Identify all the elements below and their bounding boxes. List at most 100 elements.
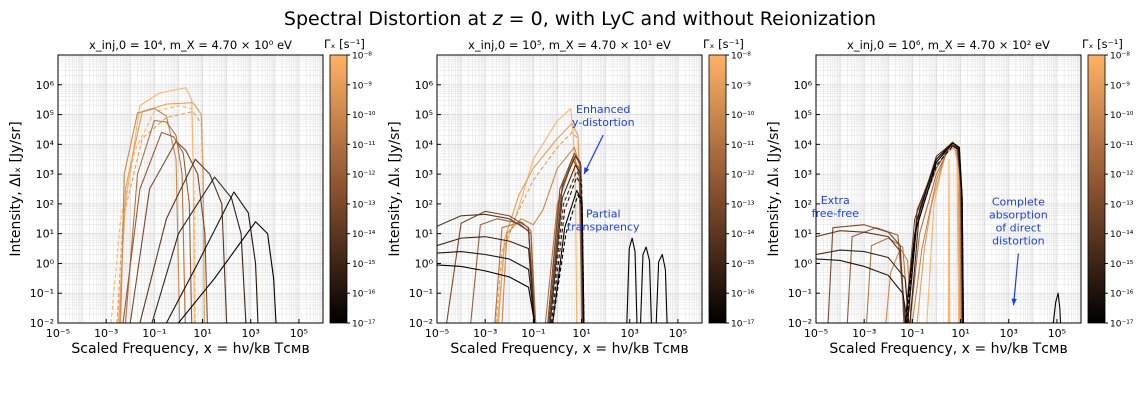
colorbar-tick-label: 10⁻¹¹: [1110, 141, 1134, 151]
series-line-12: [437, 236, 536, 323]
annotation-arrow: [1012, 253, 1019, 306]
arrowhead: [583, 167, 590, 175]
y-tick-label: 10⁴: [415, 138, 434, 151]
colorbar-tick-label: 10⁻¹¹: [731, 141, 755, 151]
series-line-15: [437, 250, 536, 323]
series-line-9: [151, 176, 247, 323]
series-group: [110, 87, 277, 323]
series-line-8: [139, 158, 228, 323]
y-axis-label: Intensity, ΔIₓ [Jy/sr]: [8, 121, 24, 256]
y-tick-label: 10⁰: [794, 257, 813, 270]
colorbar-tick-label: 10⁻¹⁷: [731, 320, 755, 330]
plot-frame: [436, 54, 703, 324]
x-tick-label: 10⁻¹: [142, 327, 166, 340]
x-tick-label: 10⁻¹: [521, 327, 545, 340]
x-tick-label: 10⁻⁵: [425, 327, 449, 340]
colorbar-tick-label: 10⁻¹³: [731, 200, 755, 210]
colorbar: 10⁻⁸ 10⁻⁹ 10⁻¹⁰ 10⁻¹¹ 10⁻¹² 10⁻¹³ 10⁻¹⁴ 10⁻¹⁵ 10…: [324, 37, 376, 330]
series-line-9: [827, 224, 905, 323]
annotation-text: absorption: [989, 208, 1048, 221]
x-tick-label: 10⁻³: [852, 327, 876, 340]
series-line-15: [816, 258, 909, 323]
colorbar-tick-label: 10⁻¹⁰: [731, 111, 755, 121]
colorbar-tick-label: 10⁻¹⁷: [352, 320, 376, 330]
annotation-text: of direct: [996, 221, 1042, 234]
annotation-text: free-free: [812, 207, 860, 220]
colorbar-tick-label: 10⁻¹⁴: [731, 230, 755, 240]
y-tick-label: 10⁵: [36, 109, 54, 122]
colorbar-tick-label: 10⁻¹⁵: [1110, 260, 1134, 270]
x-tick-label: 10⁻⁵: [804, 327, 828, 340]
y-tick-label: 10³: [36, 168, 54, 181]
arrowhead: [1011, 298, 1017, 306]
colorbar-tick-label: 10⁻¹⁴: [1110, 230, 1134, 240]
series-line-19: [552, 194, 585, 323]
grid: [437, 55, 702, 323]
series-line-17: [437, 264, 536, 323]
x-tick-label: 10⁻⁵: [46, 327, 70, 340]
colorbar-tick-label: 10⁻¹⁶: [352, 290, 376, 300]
colorbar: 10⁻⁸ 10⁻⁹ 10⁻¹⁰ 10⁻¹¹ 10⁻¹² 10⁻¹³ 10⁻¹⁴ 10⁻¹⁵ 10…: [703, 37, 755, 330]
series-line-21: [640, 246, 652, 323]
y-tick-label: 10⁴: [36, 138, 55, 151]
series-group: [437, 108, 668, 323]
y-tick-label: 10⁻²: [409, 317, 433, 330]
series-line-0: [926, 140, 960, 323]
y-tick-label: 10⁻²: [30, 317, 54, 330]
colorbar-tick-label: 10⁻¹⁰: [352, 111, 376, 121]
y-tick-label: 10¹: [794, 228, 812, 241]
figure-title: Spectral Distortion at z = 0, with LyC a…: [284, 8, 876, 30]
y-tick-label: 10¹: [36, 228, 54, 241]
x-tick-label: 10¹: [193, 327, 211, 340]
colorbar-tick-label: 10⁻¹⁷: [1110, 320, 1134, 330]
colorbar-tick-label: 10⁻⁸: [731, 52, 751, 62]
colorbar-tick-label: 10⁻⁹: [1110, 81, 1130, 91]
series-line-0: [496, 108, 578, 323]
colorbar: 10⁻⁸ 10⁻⁹ 10⁻¹⁰ 10⁻¹¹ 10⁻¹² 10⁻¹³ 10⁻¹⁴ 10⁻¹⁵ 10…: [1082, 37, 1134, 330]
series-line-4: [120, 108, 181, 323]
annotation-text: y-distortion: [572, 116, 635, 129]
x-tick-label: 10³: [1000, 327, 1018, 340]
y-tick-label: 10¹: [415, 228, 433, 241]
y-tick-label: 10⁻²: [788, 317, 812, 330]
y-axis-label: Intensity, ΔIₓ [Jy/sr]: [766, 121, 782, 256]
colorbar-tick-label: 10⁻¹⁵: [352, 260, 376, 270]
series-line-7: [846, 227, 906, 323]
annotation-text: distortion: [992, 234, 1044, 247]
panel-title: x_inj,0 = 10⁵, m_X = 4.70 × 10¹ eV: [468, 38, 671, 52]
x-tick-label: 10⁵: [290, 327, 308, 340]
panel-title: x_inj,0 = 10⁶, m_X = 4.70 × 10² eV: [847, 38, 1050, 52]
series-line-1: [110, 105, 196, 323]
colorbar-tick-label: 10⁻¹²: [352, 171, 376, 181]
colorbar-tick-label: 10⁻¹²: [1110, 171, 1134, 181]
colorbar-tick-label: 10⁻⁹: [352, 81, 372, 91]
y-tick-label: 10⁶: [794, 79, 813, 92]
colorbar-label: Γₓ [s⁻¹]: [703, 37, 744, 51]
annotation-text: Extra: [821, 194, 850, 207]
annotation-text: Partial: [586, 207, 621, 220]
series-line-19: [1052, 292, 1062, 323]
panel-1: 10⁻⁵ 10⁻³ 10⁻¹ 10¹ 10³ 10⁵ 10⁻² 10⁻¹ 10⁰ 10¹ 10² 10…: [8, 37, 376, 357]
colorbar-tick-label: 10⁻¹⁰: [1110, 111, 1134, 121]
x-tick-label: 10⁵: [1048, 327, 1066, 340]
colorbar-gradient: [329, 54, 348, 324]
colorbar-label: Γₓ [s⁻¹]: [324, 37, 365, 51]
y-tick-label: 10⁵: [415, 109, 433, 122]
colorbar-label: Γₓ [s⁻¹]: [1082, 37, 1123, 51]
x-tick-label: 10¹: [951, 327, 969, 340]
y-tick-label: 10⁴: [794, 138, 813, 151]
colorbar-tick-label: 10⁻¹⁶: [731, 290, 755, 300]
y-tick-label: 10²: [415, 198, 433, 211]
y-tick-label: 10⁵: [794, 109, 812, 122]
colorbar-tick-label: 10⁻¹⁵: [731, 260, 755, 270]
colorbar-tick-label: 10⁻¹⁴: [352, 230, 376, 240]
series-line-2: [495, 131, 583, 323]
colorbar-tick-label: 10⁻¹²: [731, 171, 755, 181]
series-line-11: [178, 221, 277, 323]
y-tick-label: 10³: [415, 168, 433, 181]
y-tick-label: 10⁰: [36, 257, 55, 270]
y-tick-label: 10³: [794, 168, 812, 181]
